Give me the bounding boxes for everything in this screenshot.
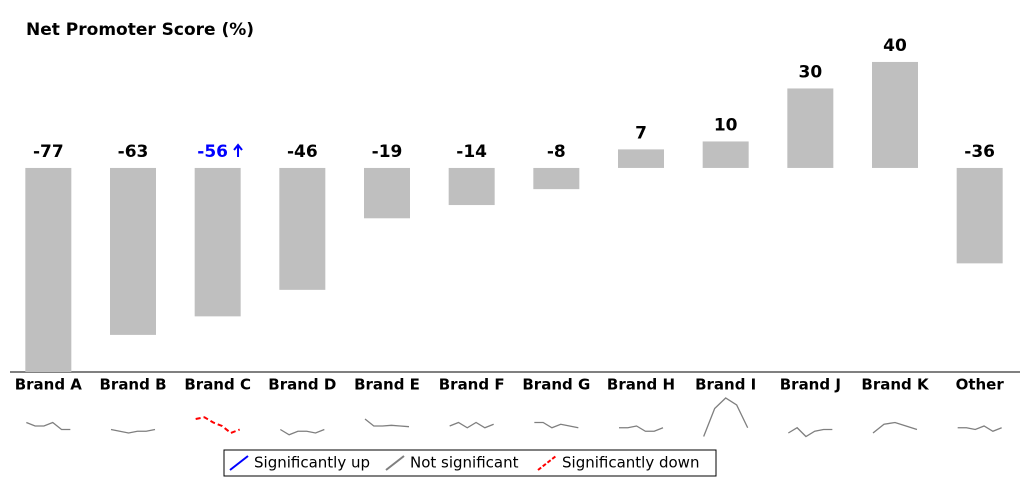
x-tick-label: Brand C bbox=[184, 376, 251, 394]
legend-box bbox=[223, 449, 717, 477]
sparkline bbox=[280, 428, 325, 436]
bar bbox=[194, 167, 241, 317]
sparkline bbox=[872, 421, 918, 434]
x-tick-label: Brand E bbox=[354, 376, 420, 394]
value-label: -63 bbox=[118, 142, 149, 162]
value-label: 7 bbox=[635, 123, 647, 143]
bar bbox=[533, 167, 580, 190]
x-tick-label: Brand D bbox=[268, 376, 336, 394]
sparkline bbox=[619, 425, 664, 432]
bar bbox=[956, 167, 1003, 264]
value-label: -8 bbox=[547, 142, 566, 162]
legend-label: Significantly down bbox=[562, 454, 699, 472]
sparkline bbox=[195, 416, 241, 435]
legend-swatch bbox=[537, 455, 557, 471]
sparkline bbox=[364, 418, 410, 428]
x-tick-label: Brand B bbox=[99, 376, 166, 394]
x-tick-label: Brand G bbox=[522, 376, 590, 394]
bar bbox=[448, 167, 495, 206]
legend-swatch bbox=[385, 455, 405, 471]
x-tick-label: Brand F bbox=[439, 376, 505, 394]
x-tick-label: Brand H bbox=[607, 376, 675, 394]
value-label: -77 bbox=[33, 142, 64, 162]
sparkline bbox=[788, 426, 833, 438]
bar bbox=[364, 167, 410, 219]
bar bbox=[25, 167, 72, 372]
sparkline bbox=[703, 397, 749, 437]
legend-swatch bbox=[229, 455, 249, 471]
bar bbox=[110, 167, 156, 335]
bar bbox=[872, 61, 918, 168]
x-tick-label: Brand K bbox=[861, 376, 930, 394]
bar bbox=[279, 167, 326, 290]
value-label: -46 bbox=[287, 142, 318, 162]
value-label: 30 bbox=[798, 62, 822, 82]
bar bbox=[618, 149, 664, 168]
value-label: -14 bbox=[456, 142, 487, 162]
up-arrow bbox=[233, 143, 243, 157]
bar bbox=[787, 88, 834, 168]
sparkline bbox=[534, 421, 579, 429]
x-tick-label: Brand J bbox=[780, 376, 841, 394]
x-tick-label: Other bbox=[956, 376, 1005, 394]
legend-label: Significantly up bbox=[254, 454, 370, 472]
legend-label: Not significant bbox=[410, 454, 519, 472]
value-label: -56 bbox=[197, 142, 228, 162]
sparkline bbox=[957, 425, 1002, 432]
value-label: -36 bbox=[964, 142, 995, 162]
value-label: 40 bbox=[883, 36, 907, 56]
chart-title: Net Promoter Score (%) bbox=[26, 20, 254, 40]
sparkline bbox=[449, 421, 494, 429]
sparkline bbox=[26, 421, 71, 431]
x-tick-label: Brand I bbox=[695, 376, 756, 394]
sparkline bbox=[110, 428, 156, 434]
value-label: 10 bbox=[714, 115, 738, 135]
value-label: -19 bbox=[372, 142, 403, 162]
bar bbox=[702, 141, 749, 168]
x-tick-label: Brand A bbox=[15, 376, 83, 394]
